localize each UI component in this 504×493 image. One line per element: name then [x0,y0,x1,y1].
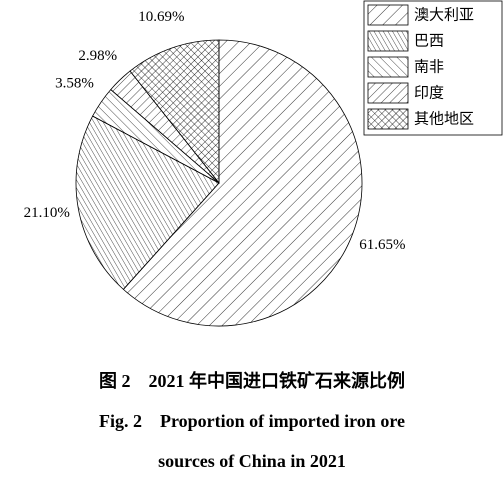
legend-swatch [367,30,409,52]
caption-en: sources of China in 2021 [158,451,346,471]
legend-label: 巴西 [414,32,444,50]
legend-box [363,0,503,136]
legend-label: 澳大利亚 [414,6,474,24]
data-label: 21.10% [24,205,70,221]
legend-label: 印度 [414,84,444,102]
data-label: 3.58% [55,76,94,92]
pie-slice [129,39,220,185]
legend-swatch [367,56,409,78]
data-label: 2.98% [78,48,117,64]
legend-label: 其他地区 [414,110,474,128]
legend-swatch [367,82,409,104]
pie-slice [75,115,220,290]
legend-swatch [367,4,409,26]
caption-zh: 图 2 2021 年中国进口铁矿石来源比例 [99,370,405,391]
legend-label: 南非 [414,58,444,76]
data-label: 61.65% [359,237,405,253]
data-label: 10.69% [138,9,184,25]
pie-slice [122,39,363,327]
caption-en: Fig. 2 Proportion of imported iron ore [99,411,405,431]
legend-swatch [367,108,409,130]
